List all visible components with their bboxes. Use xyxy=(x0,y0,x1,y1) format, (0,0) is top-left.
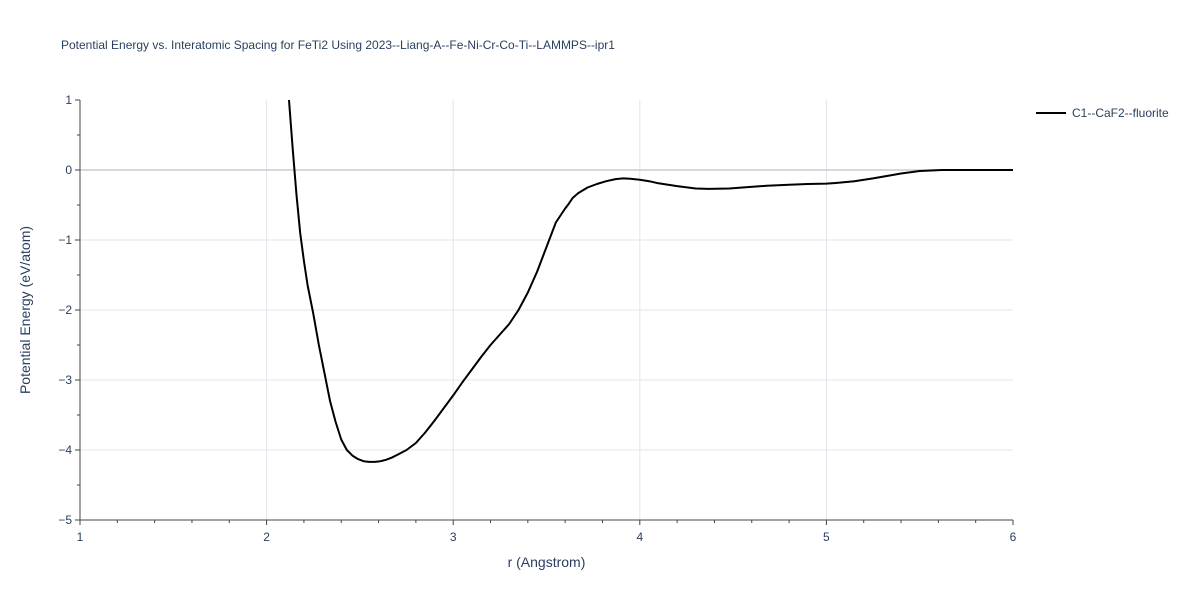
grid-lines xyxy=(80,100,1013,520)
y-tick-label: −5 xyxy=(58,513,72,527)
x-tick-label: 1 xyxy=(77,530,84,544)
x-tick-label: 2 xyxy=(263,530,270,544)
y-tick-label: −2 xyxy=(58,303,72,317)
y-tick-label: 1 xyxy=(65,93,72,107)
legend-swatch xyxy=(1036,112,1066,114)
y-tick-label: −3 xyxy=(58,373,72,387)
axes xyxy=(75,99,1014,525)
series-lines xyxy=(287,99,1013,463)
tick-labels: 1 2 3 4 5 6 1 0 −1 −2 −3 −4 −5 xyxy=(58,93,1016,544)
y-tick-label: −4 xyxy=(58,443,72,457)
x-tick-label: 5 xyxy=(823,530,830,544)
y-axis-label: Potential Energy (eV/atom) xyxy=(17,225,33,395)
x-tick-label: 4 xyxy=(636,530,643,544)
chart-title: Potential Energy vs. Interatomic Spacing… xyxy=(61,38,615,52)
x-axis-label: r (Angstrom) xyxy=(507,554,586,570)
x-tick-label: 3 xyxy=(450,530,457,544)
series-line xyxy=(287,99,1013,463)
x-tick-label: 6 xyxy=(1010,530,1017,544)
legend[interactable]: C1--CaF2--fluorite xyxy=(1036,106,1169,120)
legend-label: C1--CaF2--fluorite xyxy=(1072,106,1169,120)
y-tick-label: 0 xyxy=(65,163,72,177)
y-tick-label: −1 xyxy=(58,233,72,247)
